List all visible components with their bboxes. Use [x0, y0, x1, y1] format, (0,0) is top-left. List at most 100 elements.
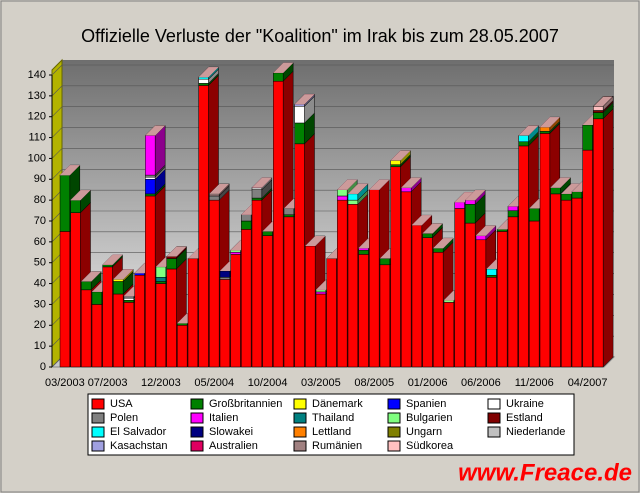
bar	[529, 220, 540, 368]
bar	[422, 237, 433, 368]
bar	[529, 208, 540, 222]
x-tick-label: 08/2005	[354, 377, 394, 389]
watermark: www.Freace.de	[458, 459, 632, 486]
bar	[209, 193, 220, 197]
bar	[390, 160, 401, 165]
bar-top	[273, 62, 294, 73]
bar	[315, 291, 327, 295]
bar	[187, 258, 199, 368]
y-tick-label: 90	[34, 173, 46, 185]
bar-top	[561, 183, 582, 194]
bar-segment	[433, 238, 454, 249]
y-tick-label: 60	[34, 236, 46, 248]
bar	[219, 279, 231, 368]
legend-swatch	[91, 412, 105, 424]
bar	[262, 235, 273, 368]
bar	[81, 289, 92, 368]
legend-label: Ungarn	[406, 426, 442, 438]
y-tick-label: 40	[34, 277, 46, 289]
grid-line	[51, 106, 63, 117]
bar	[433, 247, 444, 253]
bar	[155, 277, 167, 282]
legend-swatch	[387, 412, 401, 424]
bar-segment	[592, 108, 614, 368]
y-tick-label: 20	[34, 319, 46, 331]
bar	[209, 195, 220, 201]
bar	[582, 149, 593, 368]
bar	[518, 135, 529, 142]
bar-segment	[305, 236, 326, 247]
bar	[145, 176, 156, 180]
bar	[518, 145, 529, 368]
bar	[59, 231, 71, 368]
bar	[571, 197, 583, 368]
bar	[219, 277, 231, 280]
bar	[198, 85, 209, 368]
bar-segment	[102, 254, 123, 265]
bar	[571, 191, 583, 199]
bar	[497, 231, 508, 368]
bar	[123, 302, 135, 368]
bar	[230, 254, 241, 368]
grid-line	[51, 169, 63, 180]
legend-label: El Salvador	[110, 426, 167, 438]
bar	[145, 195, 156, 368]
bar	[539, 133, 551, 368]
legend-label: Bulgarien	[406, 412, 452, 424]
bar	[262, 231, 273, 236]
grid-line	[51, 64, 63, 76]
bar-segment	[390, 150, 411, 161]
bar	[102, 264, 113, 268]
bar-top	[70, 190, 91, 201]
bar	[113, 293, 124, 368]
bar	[358, 249, 369, 255]
bar-top	[465, 190, 486, 201]
bar	[70, 199, 81, 213]
bar-top	[401, 177, 422, 188]
bar-top	[145, 125, 166, 136]
bar	[230, 252, 241, 255]
legend-label: Südkorea	[406, 440, 454, 452]
bar	[507, 206, 519, 211]
bar	[593, 112, 604, 120]
bar-segment	[60, 165, 80, 176]
bar	[369, 189, 380, 368]
legend-label: Polen	[110, 412, 138, 424]
bar-segment	[550, 177, 571, 188]
bar	[486, 277, 497, 368]
bar-top	[337, 179, 358, 190]
y-tick-label: 30	[34, 298, 46, 310]
bar-top	[476, 225, 496, 236]
bar-segment	[592, 95, 614, 112]
bar	[91, 304, 103, 368]
legend-swatch	[487, 398, 501, 410]
bar	[401, 191, 412, 368]
bar-top	[454, 192, 475, 203]
legend-label: USA	[110, 398, 133, 410]
bar-top	[369, 179, 390, 190]
bar	[358, 254, 369, 368]
legend-swatch	[387, 398, 401, 410]
x-tick-label: 11/2006	[515, 377, 554, 389]
bar	[454, 208, 465, 368]
bar	[294, 103, 305, 107]
bar	[443, 300, 455, 303]
bar	[70, 212, 81, 368]
bar-top	[198, 67, 219, 78]
legend-label: Dänemark	[312, 398, 363, 410]
bar-segment	[273, 62, 294, 73]
bar	[283, 214, 295, 218]
bar-segment	[337, 179, 358, 190]
bar	[177, 325, 188, 368]
bar	[102, 266, 113, 368]
bar	[219, 270, 231, 278]
bar	[145, 135, 156, 176]
bar	[486, 268, 497, 276]
bar-segment	[454, 192, 475, 203]
bar-segment	[166, 246, 187, 257]
bar-top	[348, 183, 368, 194]
y-tick-label: 80	[34, 194, 46, 206]
y-tick-label: 130	[28, 90, 46, 102]
bar	[123, 297, 135, 301]
y-tick-label: 0	[40, 361, 46, 373]
